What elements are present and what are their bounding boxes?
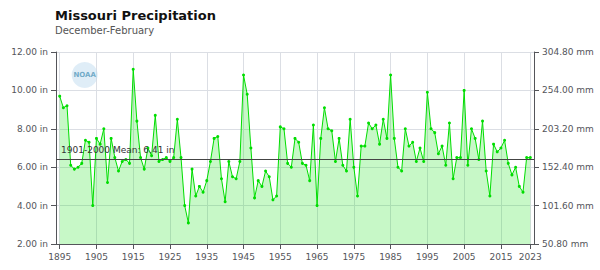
svg-text:2015: 2015 xyxy=(489,252,512,262)
svg-text:2.00 in: 2.00 in xyxy=(17,239,48,249)
svg-text:1995: 1995 xyxy=(416,252,439,262)
svg-text:1915: 1915 xyxy=(122,252,145,262)
svg-text:1975: 1975 xyxy=(342,252,365,262)
svg-text:1901-2000 Mean: 6.41 in: 1901-2000 Mean: 6.41 in xyxy=(61,145,174,155)
svg-text:8.00 in: 8.00 in xyxy=(17,124,48,134)
svg-text:1945: 1945 xyxy=(232,252,255,262)
svg-text:101.60 mm: 101.60 mm xyxy=(542,201,594,211)
svg-text:304.80 mm: 304.80 mm xyxy=(542,47,594,57)
svg-text:Missouri Precipitation: Missouri Precipitation xyxy=(55,8,216,23)
svg-text:NOAA: NOAA xyxy=(73,71,96,79)
svg-text:2005: 2005 xyxy=(453,252,476,262)
svg-text:50.80 mm: 50.80 mm xyxy=(542,239,588,249)
svg-text:203.20 mm: 203.20 mm xyxy=(542,124,594,134)
svg-text:1955: 1955 xyxy=(269,252,292,262)
svg-text:1935: 1935 xyxy=(195,252,218,262)
svg-text:6.00 in: 6.00 in xyxy=(17,162,48,172)
svg-text:1895: 1895 xyxy=(48,252,71,262)
svg-text:152.40 mm: 152.40 mm xyxy=(542,162,594,172)
svg-text:2023: 2023 xyxy=(519,252,542,262)
svg-text:1905: 1905 xyxy=(85,252,108,262)
svg-text:10.00 in: 10.00 in xyxy=(11,85,48,95)
svg-text:1925: 1925 xyxy=(159,252,182,262)
svg-text:1965: 1965 xyxy=(306,252,329,262)
svg-text:4.00 in: 4.00 in xyxy=(17,201,48,211)
svg-text:12.00 in: 12.00 in xyxy=(11,47,48,57)
svg-text:1985: 1985 xyxy=(379,252,402,262)
svg-text:254.00 mm: 254.00 mm xyxy=(542,85,594,95)
svg-text:December-February: December-February xyxy=(55,25,154,36)
